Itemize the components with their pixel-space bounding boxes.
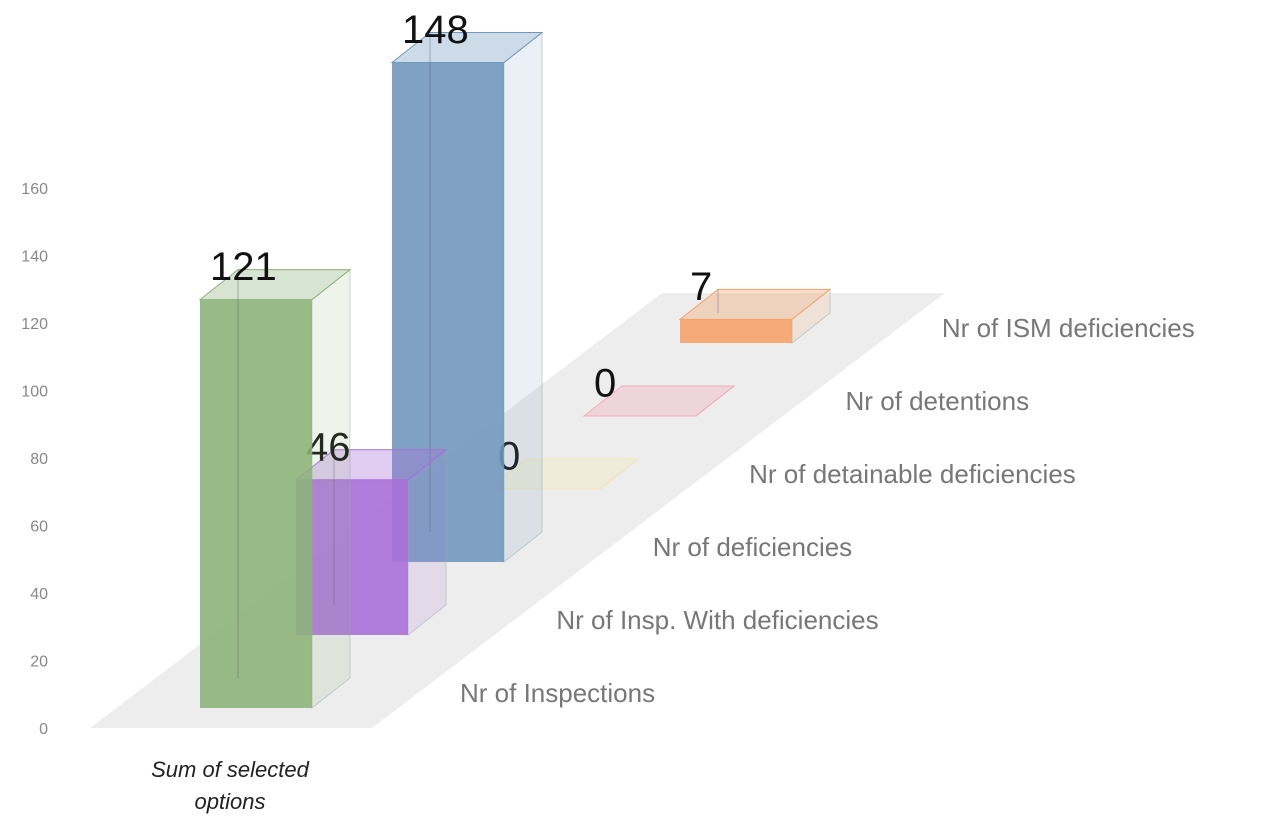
- bar-side: [311, 268, 351, 710]
- y-tick-label: 80: [30, 451, 48, 468]
- value-label: 7: [690, 265, 712, 309]
- bar: [200, 299, 312, 708]
- bar: [680, 319, 792, 343]
- bar-top: [486, 458, 640, 490]
- series-label: Nr of ISM deficiencies: [942, 313, 1195, 343]
- series-label: Nr of Inspections: [460, 678, 655, 708]
- bar-top: [582, 385, 736, 417]
- value-label: 148: [402, 8, 469, 52]
- y-tick-label: 140: [21, 249, 48, 266]
- y-tick-label: 60: [30, 519, 48, 536]
- y-tick-label: 20: [30, 654, 48, 671]
- bar: [392, 62, 504, 562]
- y-tick-label: 120: [21, 316, 48, 333]
- y-tick-label: 160: [21, 181, 48, 198]
- y-tick-label: 40: [30, 586, 48, 603]
- y-tick-label: 100: [21, 384, 48, 401]
- category-label: Sum of selected options: [151, 757, 309, 814]
- bar-side: [503, 31, 543, 564]
- series-label: Nr of deficiencies: [653, 532, 852, 562]
- series-label: Nr of detainable deficiencies: [749, 459, 1076, 489]
- value-label: 46: [306, 425, 351, 469]
- series-label: Nr of Insp. With deficiencies: [556, 605, 878, 635]
- value-label: 0: [594, 362, 616, 406]
- bar-side: [407, 448, 447, 637]
- bar: [296, 479, 408, 635]
- y-tick-label: 0: [39, 721, 48, 738]
- value-label: 121: [210, 245, 277, 289]
- series-label: Nr of detentions: [846, 386, 1030, 416]
